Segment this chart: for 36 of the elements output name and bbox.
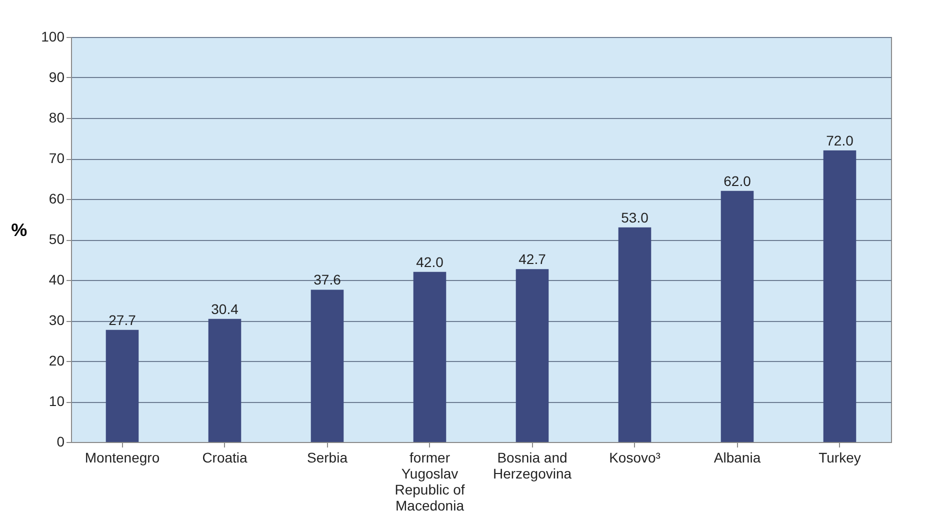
y-tick-label: 0 <box>56 434 65 450</box>
bar <box>208 318 242 442</box>
bar <box>106 330 139 442</box>
x-tick-label: Turkey <box>818 450 861 466</box>
x-tick-label: Albania <box>714 450 761 466</box>
bar <box>516 269 549 442</box>
x-tick-label: Croatia <box>202 450 248 466</box>
y-tick-label: 30 <box>48 312 65 328</box>
y-tick-label: 60 <box>48 190 65 206</box>
data-label: 27.7 <box>108 312 136 328</box>
data-label: 30.4 <box>211 300 239 317</box>
bar <box>310 290 344 442</box>
y-tick-label: 40 <box>48 272 65 288</box>
x-tick-label: former Yugoslav Republic of Macedonia <box>394 450 465 514</box>
data-label: 37.6 <box>314 272 342 288</box>
bar <box>720 190 754 442</box>
data-label: 53.0 <box>621 209 649 226</box>
bar <box>413 272 446 442</box>
data-label: 42.0 <box>416 254 444 270</box>
y-tick-label: 100 <box>41 28 65 44</box>
x-tick-label: Bosnia and Herzegovina <box>492 450 572 482</box>
y-tick-label: 50 <box>48 231 65 247</box>
x-tick-label: Kosovo³ <box>609 450 661 466</box>
data-label: 62.0 <box>724 172 752 189</box>
y-tick-label: 80 <box>48 110 65 126</box>
bar <box>618 227 652 442</box>
x-tick-label: Montenegro <box>84 450 160 466</box>
data-label: 42.7 <box>518 251 546 268</box>
y-tick-label: 10 <box>48 393 65 409</box>
x-tick-label: Serbia <box>307 450 348 466</box>
data-label: 72.0 <box>826 132 854 148</box>
y-tick-label: 90 <box>48 69 65 85</box>
y-tick-label: 20 <box>48 352 65 368</box>
y-tick-label: 70 <box>48 150 65 166</box>
bar <box>823 150 856 442</box>
y-axis-title: % <box>11 220 28 240</box>
